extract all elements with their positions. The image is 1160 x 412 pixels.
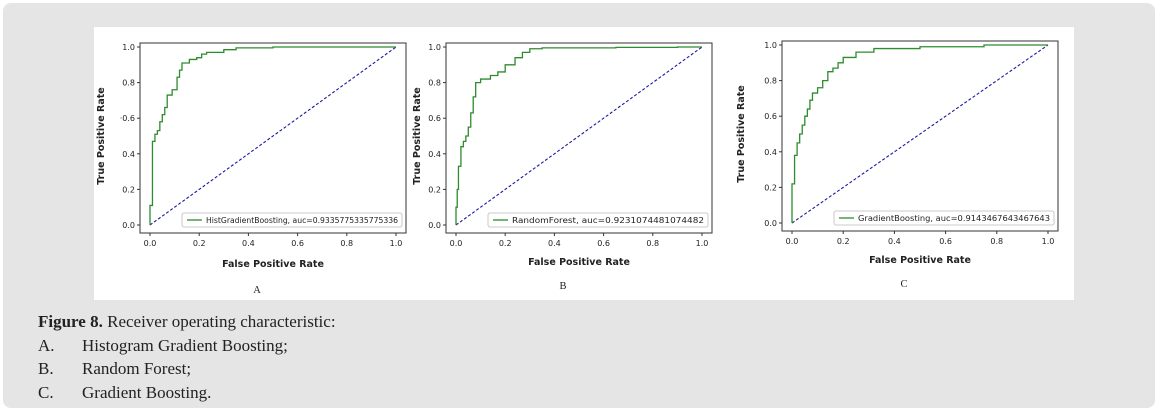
chance-line xyxy=(149,46,397,226)
y-axis-label: True Positive Rate xyxy=(736,85,747,183)
plot-frame xyxy=(445,42,713,234)
caption-item-b: B. Random Forest; xyxy=(38,357,1138,381)
x-tick-label: 1.0 xyxy=(1042,237,1055,246)
y-tick-label: 0.4 xyxy=(428,150,441,159)
y-tick-label: 0.2 xyxy=(428,185,441,194)
roc-curve xyxy=(455,46,702,225)
y-tick-label: 0.6 xyxy=(428,114,441,123)
figure-image: 0.0 0.0 0.2 0.2 0.4 0.4 0.6 ·0.6 0.8 0.8 1.0 1.0 His… xyxy=(94,27,1074,300)
legend-box xyxy=(487,212,709,228)
y-tick-label: 0.8 xyxy=(122,79,135,88)
y-tick-label: 0.0 xyxy=(428,221,441,230)
caption-item-label: A. xyxy=(38,335,55,355)
x-tick-label: 0.8 xyxy=(646,239,659,248)
roc-charts: 0.0 0.0 0.2 0.2 0.4 0.4 0.6 ·0.6 0.8 0.8 1.0 1.0 His… xyxy=(96,40,1059,296)
y-tick-label: 0.6 xyxy=(764,112,777,121)
x-tick-label: 0.8 xyxy=(990,237,1003,246)
y-tick-label: 0.8 xyxy=(764,77,777,86)
y-tick-label: 0.4 xyxy=(764,148,777,157)
caption-title-text: Receiver operating characteristic: xyxy=(102,312,336,331)
plot-frame xyxy=(139,42,407,234)
x-tick-label: 0.4 xyxy=(242,239,255,248)
y-tick-label: ·0.6 xyxy=(120,114,135,123)
x-tick-label: 0.0 xyxy=(786,237,799,246)
figure-panel: 0.0 0.0 0.2 0.2 0.4 0.4 0.6 ·0.6 0.8 0.8 1.0 1.0 His… xyxy=(3,3,1155,408)
legend-label: RandomForest, auc=0.9231074481074482 xyxy=(512,216,704,225)
y-tick-label: 0.0 xyxy=(764,219,777,228)
chance-line xyxy=(791,44,1049,224)
x-tick-label: 0.0 xyxy=(450,239,463,248)
caption-figure-number: Figure 8. xyxy=(38,312,103,331)
y-axis-label: True Positive Rate xyxy=(412,87,423,185)
panel-letter: A xyxy=(253,285,261,296)
y-tick-label: 1.0 xyxy=(122,43,135,52)
y-tick-label: 0.4 xyxy=(122,150,135,159)
x-tick-label: 1.0 xyxy=(696,239,709,248)
figure-caption: Figure 8. Receiver operating characteris… xyxy=(38,310,1138,404)
x-tick-label: 0.8 xyxy=(340,239,353,248)
caption-item-a: A. Histogram Gradient Boosting; xyxy=(38,334,1138,358)
panel-letter: B xyxy=(559,281,566,292)
x-tick-label: 0.2 xyxy=(837,237,850,246)
chance-line xyxy=(455,46,703,226)
x-tick-label: 0.0 xyxy=(144,239,157,248)
x-axis-label: False Positive Rate xyxy=(222,259,324,270)
x-tick-label: 0.4 xyxy=(888,237,901,246)
x-tick-label: 0.6 xyxy=(291,239,304,248)
legend-label: HistGradientBoosting, auc=0.933577533577… xyxy=(206,216,398,225)
y-tick-label: 0.0 xyxy=(122,221,135,230)
x-tick-label: 0.2 xyxy=(499,239,512,248)
caption-item-text: Gradient Boosting. xyxy=(82,382,212,402)
y-tick-label: 0.2 xyxy=(122,185,135,194)
panel-letter: C xyxy=(900,279,907,290)
caption-item-c: C. Gradient Boosting. xyxy=(38,381,1138,405)
x-axis-label: False Positive Rate xyxy=(869,255,971,266)
legend-box xyxy=(181,212,403,228)
roc-curve xyxy=(149,46,396,225)
caption-item-text: Histogram Gradient Boosting; xyxy=(82,335,288,355)
x-tick-label: 0.2 xyxy=(193,239,206,248)
x-tick-label: 0.4 xyxy=(548,239,561,248)
y-tick-label: 0.8 xyxy=(428,79,441,88)
roc-curve xyxy=(791,44,1048,223)
x-tick-label: 1.0 xyxy=(390,239,403,248)
roc-subplot: 0.0 0.0 0.2 0.2 0.4 0.4 0.6 ·0.6 0.8 0.8 1.0 1.0 His… xyxy=(96,42,407,296)
caption-title: Figure 8. Receiver operating characteris… xyxy=(38,310,1138,334)
plot-frame xyxy=(781,40,1059,232)
y-axis-label: True Positive Rate xyxy=(96,87,107,185)
x-tick-label: 0.6 xyxy=(597,239,610,248)
y-tick-label: 0.2 xyxy=(764,183,777,192)
x-axis-label: False Positive Rate xyxy=(528,257,630,268)
caption-item-text: Random Forest; xyxy=(82,359,192,378)
roc-subplot: 0.0 0.0 0.2 0.2 0.4 0.4 0.6 0.6 0.8 0.8 1.0 1.0 Grad… xyxy=(736,40,1059,290)
y-tick-label: 1.0 xyxy=(428,43,441,52)
caption-item-label: C. xyxy=(38,382,54,402)
y-tick-label: 1.0 xyxy=(764,41,777,50)
legend-box xyxy=(833,210,1055,226)
legend-label: GradientBoosting, auc=0.9143467643467643 xyxy=(858,214,1050,223)
x-tick-label: 0.6 xyxy=(939,237,952,246)
roc-subplot: 0.0 0.0 0.2 0.2 0.4 0.4 0.6 0.6 0.8 0.8 1.0 1.0 Rand… xyxy=(412,42,713,292)
caption-item-label: B. xyxy=(38,359,54,378)
